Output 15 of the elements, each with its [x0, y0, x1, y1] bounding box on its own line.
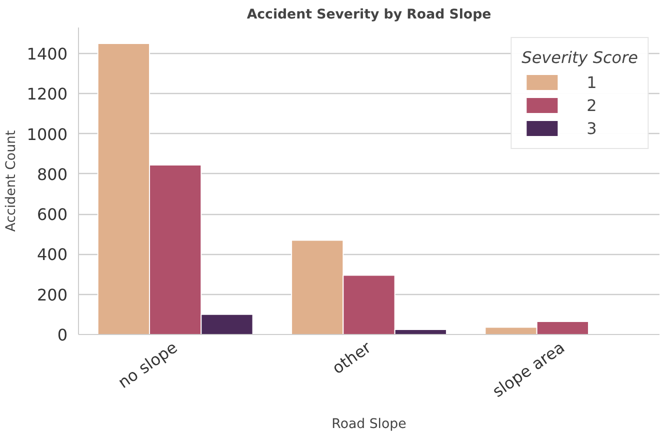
y-tick-label: 200 — [36, 285, 68, 304]
legend-label: 2 — [586, 96, 598, 114]
y-tick-label: 800 — [36, 164, 68, 184]
legend-label: 3 — [586, 118, 598, 138]
y-axis-title: Accident Count — [4, 130, 19, 232]
legend-title: Severity Score — [522, 48, 638, 67]
y-tick-label: 1400 — [26, 44, 68, 64]
y-tick-label: 1200 — [26, 84, 68, 104]
y-tick-label: 600 — [36, 205, 68, 224]
y-tick-label: 1000 — [26, 124, 68, 144]
y-tick-label: 0 — [57, 326, 68, 344]
y-tick-label: 400 — [36, 245, 68, 264]
legend-label: 1 — [586, 72, 598, 92]
chart-title: Accident Severity by Road Slope — [246, 8, 492, 22]
x-axis-title: Road Slope — [332, 416, 406, 432]
